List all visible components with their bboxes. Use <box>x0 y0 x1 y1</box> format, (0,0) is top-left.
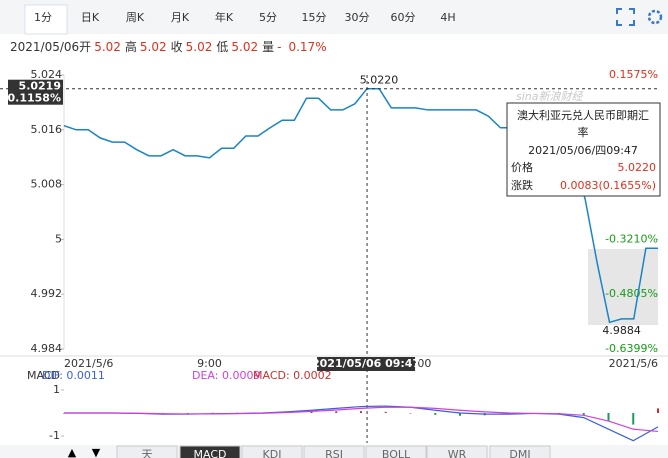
bottom-tab[interactable] <box>489 445 551 458</box>
bottom-tab[interactable] <box>303 445 365 458</box>
bottom-tab[interactable] <box>179 445 241 458</box>
info-value: 5.02 <box>94 40 121 54</box>
macd-bar <box>335 411 338 413</box>
crosshair-left-box <box>8 79 63 105</box>
tab[interactable]: 年K <box>215 10 234 24</box>
tooltip-label: 价格 <box>511 160 533 174</box>
tab[interactable]: 30分 <box>345 11 370 24</box>
tab-bar <box>0 0 668 34</box>
macd-bar <box>459 413 461 416</box>
info-label: 低 <box>216 40 229 54</box>
y2-tick-label: -0.3210% <box>605 232 658 245</box>
info-line: 2021/05/06开 5.02 高 5.02 收 5.02 低 5.02 量 -0.17% <box>10 38 331 55</box>
macd-bar <box>582 413 585 416</box>
y2-tick-label: -0.4805% <box>605 287 658 300</box>
macd-y-tick-label: 1 <box>53 383 60 396</box>
info-label: 量 <box>262 40 275 54</box>
info-label: 收 <box>170 40 183 54</box>
bottom-tab-label[interactable]: BOLL <box>382 448 411 458</box>
crosshair-left-price: 5.0219 <box>19 80 61 93</box>
info-date: 2021/05/06 <box>10 40 80 54</box>
tab[interactable]: 5分 <box>259 11 277 24</box>
macd-line <box>64 406 659 433</box>
x-tick-label: 2021/5/6 <box>64 357 113 370</box>
tab[interactable]: 60分 <box>391 11 416 24</box>
macd-bar <box>186 413 189 414</box>
bottom-tab-label[interactable]: RSI <box>325 448 343 458</box>
macd-bar <box>310 411 313 413</box>
bottom-tab-label[interactable]: KDJ <box>263 448 282 458</box>
range-shade <box>588 249 658 325</box>
macd-bar <box>607 413 610 422</box>
tooltip-title: 澳大利亚元兑人民币即期汇率 <box>517 108 649 139</box>
macd-bar <box>360 411 362 413</box>
macd-bar <box>632 413 635 425</box>
tooltip-value: 5.0220 <box>618 161 657 174</box>
macd-bar <box>657 408 659 413</box>
crosshair-left-pct: 0.1158% <box>8 92 61 105</box>
fullscreen-icon[interactable] <box>616 8 635 26</box>
x-tick-label: 2021/5/6 <box>609 357 658 370</box>
tab[interactable]: 日K <box>81 11 100 24</box>
bottom-tab-label[interactable]: WR <box>448 448 467 458</box>
macd-legend: DEA: 0.0009 <box>192 369 260 382</box>
macd-y-tick-label: -1 <box>49 429 60 442</box>
macd-bar <box>384 411 387 413</box>
bottom-tab[interactable] <box>365 445 427 458</box>
macd-legend: MACD: 0.0002 <box>253 369 332 382</box>
info-value: 5.02 <box>139 40 167 54</box>
bottom-tab[interactable] <box>426 445 488 458</box>
y-tick-label: 5.024 <box>31 68 63 81</box>
x-tick-label: 9:00 <box>197 357 222 370</box>
tab-selected <box>24 4 68 35</box>
info-change: 0.17% <box>288 40 327 54</box>
info-label: 开 <box>79 40 92 54</box>
tab[interactable]: 15分 <box>302 11 327 24</box>
tooltip-value: 0.0083(0.1655%) <box>560 179 656 192</box>
macd-title: MACD <box>27 369 60 382</box>
down-arrow[interactable]: ▼ <box>92 446 101 458</box>
macd-bar <box>434 413 437 415</box>
info-value: 5.02 <box>185 40 213 54</box>
macd-legend: DIF: 0.0011 <box>42 369 105 382</box>
macd-bar <box>409 413 412 414</box>
info-value: 5.02 <box>231 40 259 54</box>
crosshair-time: 2021/05/06 09:47 <box>312 357 420 370</box>
tooltip-label: 涨跌 <box>511 178 533 192</box>
tooltip-date: 2021/05/06/四09:47 <box>528 144 638 157</box>
watermark: sina新浪财经 <box>516 90 583 103</box>
y2-tick-label: -0.6399% <box>605 342 658 355</box>
y-tick-label: 5.008 <box>31 178 63 191</box>
bottom-tab[interactable] <box>116 445 178 458</box>
crosshair-price: 5.0220 <box>360 74 399 87</box>
y-tick-label: 4.984 <box>31 342 63 355</box>
y-tick-label: 4.992 <box>31 287 63 300</box>
bottom-tab-label[interactable]: MACD <box>194 448 227 458</box>
info-label: 高 <box>124 40 137 54</box>
tab[interactable]: 4H <box>440 11 455 24</box>
macd-bar <box>211 412 214 414</box>
bottom-tab-label[interactable]: DMI <box>509 448 530 458</box>
tab[interactable]: 1分 <box>34 11 52 24</box>
y-tick-label: 5.016 <box>31 123 63 136</box>
crosshair-time-box <box>317 357 416 371</box>
tooltip-box <box>506 102 661 197</box>
y2-tick-label: 0.1575% <box>609 68 658 81</box>
bottom-tab[interactable] <box>241 445 303 458</box>
tab[interactable]: 月K <box>171 11 190 24</box>
low-label: 4.9884 <box>602 324 641 337</box>
settings-icon[interactable] <box>647 9 663 25</box>
tab[interactable]: 周K <box>126 11 145 24</box>
up-arrow[interactable]: ▲ <box>68 446 77 458</box>
info-value: - <box>277 40 282 54</box>
y-tick-label: 5 <box>55 232 62 245</box>
bottom-tab-label[interactable]: 天 <box>142 448 153 458</box>
